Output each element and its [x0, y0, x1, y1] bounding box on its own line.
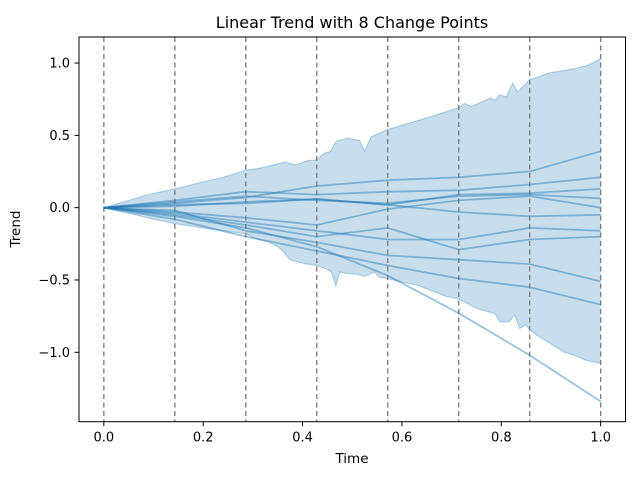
y-tick-label: 0.5 — [49, 129, 70, 144]
trend-sample-10-line — [103, 206, 601, 306]
chart-title: Linear Trend with 8 Change Points — [216, 13, 488, 32]
trend-sample-8-line — [103, 206, 601, 251]
y-tick-label: −0.5 — [38, 273, 70, 288]
trend-sample-6-line — [103, 198, 601, 218]
y-tick-label: 1.0 — [49, 57, 70, 72]
x-tick-label: 0.4 — [292, 431, 313, 446]
x-axis-label: Time — [334, 451, 368, 467]
plot-frame — [78, 36, 626, 423]
trend-sample-9-line — [103, 206, 601, 283]
x-tick-label: 0.8 — [491, 431, 512, 446]
y-axis-label: Trend — [8, 211, 24, 249]
uncertainty-band — [103, 58, 601, 364]
trend-sample-1-line — [103, 150, 601, 209]
axes — [78, 36, 626, 423]
y-tick-label: −1.0 — [38, 346, 70, 361]
band-upper-edge — [103, 58, 601, 209]
trend-sample-5-line — [103, 195, 601, 226]
x-tick-label: 0.2 — [193, 431, 214, 446]
y-tick-label: 0.0 — [49, 201, 70, 216]
x-tick-label: 0.0 — [93, 431, 114, 446]
trend-sample-2-line — [103, 176, 601, 209]
trend-sample-7-line — [103, 206, 601, 241]
x-tick-label: 1.0 — [590, 431, 611, 446]
change-point-lines — [103, 37, 602, 422]
trend-sample-3-line — [103, 188, 601, 209]
tick-marks-and-labels: 0.0 0.2 0.4 0.6 0.8 1.0 −1.0 −0.5 0.0 0.5 1.0 — [38, 57, 611, 446]
trend-sample-11-line — [103, 206, 602, 403]
trend-sample-4-line — [103, 193, 601, 209]
trend-sample-lines — [103, 150, 602, 403]
x-tick-label: 0.6 — [392, 431, 413, 446]
band-lower-edge — [103, 207, 601, 364]
band-fill — [103, 58, 601, 364]
